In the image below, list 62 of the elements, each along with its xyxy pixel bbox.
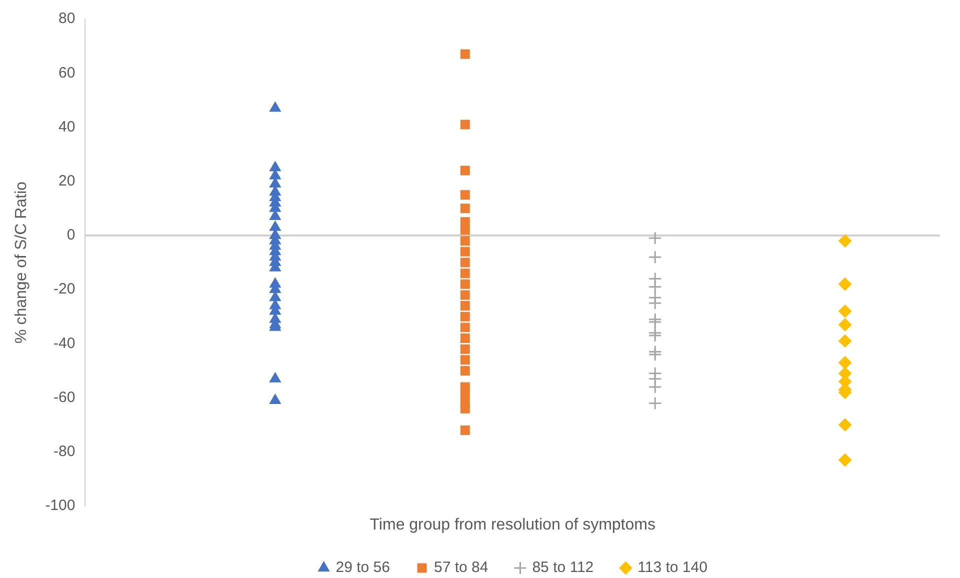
- point: [269, 178, 281, 188]
- point: [460, 290, 470, 300]
- point: [460, 426, 470, 435]
- point: [648, 250, 662, 264]
- point: [460, 334, 470, 343]
- point: [460, 49, 470, 59]
- point: [460, 190, 470, 200]
- y-tick-label: 20: [58, 172, 76, 190]
- point: [460, 344, 470, 354]
- y-tick-label: -20: [54, 280, 76, 298]
- point: [460, 268, 470, 278]
- point: [269, 210, 281, 220]
- point: [648, 345, 662, 359]
- point: [460, 225, 470, 235]
- point: [838, 278, 852, 291]
- x-axis-title: Time group from resolution of symptoms: [370, 516, 656, 534]
- point: [269, 278, 281, 288]
- y-tick-label: -60: [54, 388, 76, 406]
- legend-label: 113 to 140: [638, 559, 708, 576]
- point: [648, 272, 662, 286]
- y-tick-label: -40: [54, 334, 76, 352]
- point: [460, 390, 470, 400]
- point: [460, 217, 470, 227]
- point: [648, 231, 662, 245]
- y-tick-label: -80: [54, 443, 76, 460]
- point: [838, 356, 852, 370]
- point: [269, 102, 281, 112]
- legend-label: 29 to 56: [336, 559, 390, 576]
- y-axis-title: % change of S/C Ratio: [13, 181, 30, 344]
- y-tick-label: 80: [58, 10, 76, 28]
- point: [460, 366, 470, 376]
- point: [648, 290, 662, 304]
- point: [460, 166, 470, 176]
- point: [648, 396, 662, 410]
- point: [460, 301, 470, 311]
- y-tick-label: 60: [58, 64, 76, 82]
- y-tick-label: 40: [58, 118, 76, 136]
- point: [838, 418, 852, 432]
- point: [648, 326, 662, 340]
- point: [838, 334, 852, 348]
- point: [460, 279, 470, 289]
- point: [460, 355, 470, 365]
- point: [460, 258, 470, 268]
- point: [460, 236, 470, 246]
- point: [648, 312, 662, 326]
- point: [838, 304, 852, 318]
- y-tick-label: 0: [66, 226, 76, 244]
- point: [460, 120, 470, 130]
- legend-label: 57 to 84: [434, 559, 488, 576]
- point: [269, 220, 281, 231]
- point: [460, 204, 470, 214]
- point: [838, 234, 852, 248]
- point: [838, 318, 852, 332]
- point: [269, 372, 281, 382]
- point: [838, 454, 852, 467]
- y-tick-label: -100: [45, 497, 76, 514]
- point: [460, 312, 470, 322]
- legend-label: 85 to 112: [532, 559, 594, 576]
- point: [460, 246, 470, 256]
- point: [269, 161, 281, 172]
- point: [460, 322, 470, 332]
- point: [460, 382, 470, 392]
